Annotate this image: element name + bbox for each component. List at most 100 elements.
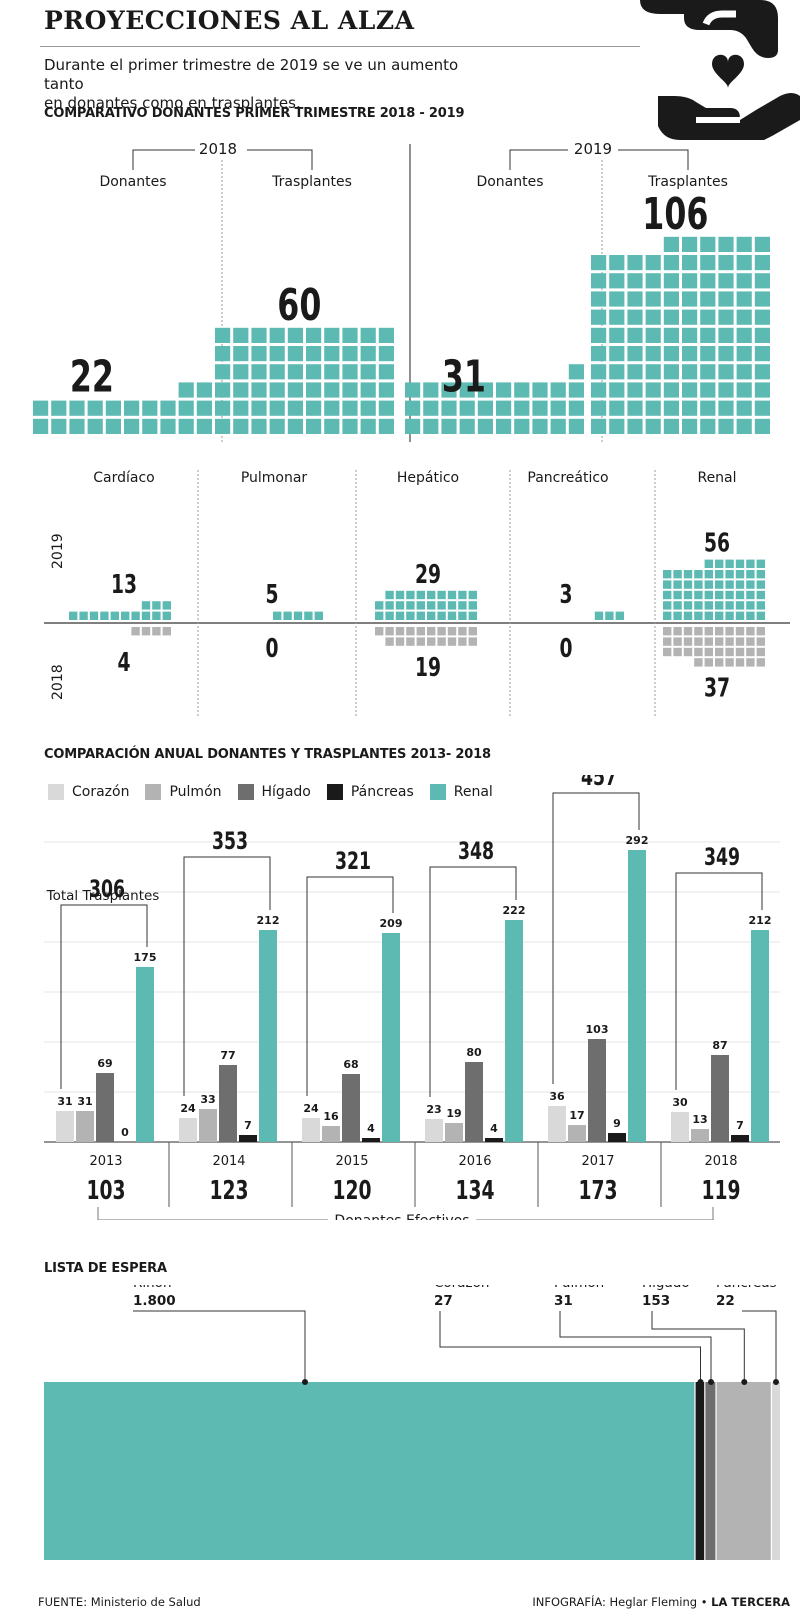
year-label-2019: 2019 bbox=[50, 533, 66, 569]
waffle-square bbox=[251, 364, 267, 380]
waffle-square bbox=[87, 418, 103, 434]
organ-square-2019 bbox=[293, 611, 303, 620]
organ-square-2019 bbox=[715, 559, 724, 568]
waffle-square bbox=[718, 400, 734, 416]
waffle-square bbox=[178, 418, 194, 434]
organ-square-2018 bbox=[141, 627, 151, 636]
organ-square-2018 bbox=[663, 647, 672, 657]
organ-value-2018-4: 37 bbox=[704, 674, 730, 704]
organ-square-2018 bbox=[437, 637, 446, 646]
waffle-square bbox=[215, 364, 231, 380]
bar-value-label: 30 bbox=[672, 1096, 688, 1109]
waiting-category-3: Hígado bbox=[642, 1285, 690, 1291]
waffle-square bbox=[645, 346, 661, 362]
subtitle-line-1: Durante el primer trimestre de 2019 se v… bbox=[44, 56, 459, 93]
waffle-square bbox=[496, 418, 512, 434]
waffle-square bbox=[178, 382, 194, 398]
bar-corazón-2017 bbox=[548, 1106, 566, 1142]
waffle-square bbox=[591, 418, 607, 434]
waffle-square bbox=[287, 364, 303, 380]
waffle-square bbox=[215, 346, 231, 362]
organ-square-2018 bbox=[725, 647, 734, 657]
organ-square-2019 bbox=[468, 590, 477, 600]
waffle-square bbox=[736, 273, 752, 289]
bar-value-label: 292 bbox=[626, 834, 649, 847]
organ-square-2019 bbox=[735, 590, 745, 600]
waffle-square bbox=[459, 418, 475, 434]
bar-value-label: 17 bbox=[569, 1109, 584, 1122]
waffle-square bbox=[269, 364, 285, 380]
organ-value-2018-2: 19 bbox=[415, 653, 441, 683]
organ-comparison-chart: Cardíaco 13 4 Pulmonar 5 0 Hepático 29 19 Pancreá… bbox=[44, 470, 790, 716]
total-trasplantes-label: Total Trasplantes bbox=[46, 888, 160, 904]
waffle-square bbox=[609, 400, 625, 416]
title-rule bbox=[40, 46, 640, 47]
waffle-square bbox=[568, 364, 584, 380]
waffle-square bbox=[477, 418, 493, 434]
organ-square-2018 bbox=[735, 637, 745, 646]
organ-square-2019 bbox=[437, 601, 446, 610]
waiting-category-0: Riñon bbox=[133, 1285, 172, 1291]
organ-square-2019 bbox=[416, 601, 425, 610]
annual-comparison-chart: 31 31690175306201310324337772123532014123… bbox=[44, 775, 780, 1220]
credit-label: INFOGRAFÍA: bbox=[532, 1595, 606, 1609]
waffle-square bbox=[736, 382, 752, 398]
section1-title: COMPARATIVO DONANTES PRIMER TRIMESTRE 20… bbox=[44, 106, 465, 121]
organ-square-2019 bbox=[427, 601, 436, 610]
organ-value-2019-2: 29 bbox=[415, 560, 441, 590]
organ-square-2018 bbox=[395, 637, 405, 646]
bar-pulmón-2016 bbox=[445, 1123, 463, 1142]
organ-square-2018 bbox=[683, 627, 693, 636]
waffle-square bbox=[682, 400, 698, 416]
waffle-square bbox=[736, 327, 752, 343]
waffle-square bbox=[233, 346, 249, 362]
organ-square-2019 bbox=[385, 611, 394, 620]
bar-hígado-2018 bbox=[711, 1055, 729, 1142]
waffle-square bbox=[627, 364, 643, 380]
waffle-square bbox=[378, 418, 394, 434]
organ-square-2018 bbox=[746, 627, 755, 636]
organ-square-2019 bbox=[704, 601, 713, 610]
total-value-2016: 348 bbox=[458, 837, 494, 865]
bar-hígado-2016 bbox=[465, 1062, 483, 1142]
organ-square-2018 bbox=[715, 637, 724, 646]
credit-value: Heglar Fleming • bbox=[605, 1595, 712, 1609]
waffle-square bbox=[269, 400, 285, 416]
organ-square-2018 bbox=[694, 658, 703, 667]
bar-hígado-2017 bbox=[588, 1039, 606, 1142]
bar-hígado-2013 bbox=[96, 1073, 114, 1142]
organ-square-2019 bbox=[89, 611, 99, 620]
organ-square-2019 bbox=[756, 559, 765, 568]
organ-square-2019 bbox=[715, 590, 724, 600]
bar-pulmón-2013 bbox=[76, 1111, 94, 1142]
waffle-square bbox=[627, 418, 643, 434]
waffle-square bbox=[496, 400, 512, 416]
organ-square-2019 bbox=[427, 611, 436, 620]
waffle-square bbox=[609, 327, 625, 343]
bar-value-label: 212 bbox=[749, 914, 772, 927]
total-value-2015: 321 bbox=[335, 847, 371, 875]
waffle-square bbox=[378, 400, 394, 416]
waffle-square bbox=[645, 291, 661, 307]
waffle-square bbox=[627, 346, 643, 362]
legend-swatch bbox=[429, 784, 446, 800]
organ-square-2019 bbox=[385, 590, 394, 600]
waffle-square bbox=[87, 400, 103, 416]
waffle-square bbox=[627, 291, 643, 307]
organ-square-2018 bbox=[416, 637, 425, 646]
organ-square-2019 bbox=[395, 601, 405, 610]
organ-square-2019 bbox=[704, 559, 713, 568]
organ-square-2019 bbox=[110, 611, 119, 620]
bar-renal-2015 bbox=[382, 933, 400, 1142]
waffle-square bbox=[532, 418, 548, 434]
legend-item-1: Pulmón bbox=[145, 784, 222, 800]
waffle-square bbox=[736, 236, 752, 252]
waffle-square bbox=[550, 382, 566, 398]
organ-square-2018 bbox=[756, 627, 765, 636]
waiting-value-0: 1.800 bbox=[133, 1293, 176, 1309]
organ-square-2019 bbox=[458, 611, 467, 620]
organ-square-2018 bbox=[447, 627, 457, 636]
waiting-leader-dot bbox=[302, 1379, 308, 1385]
waffle-square bbox=[124, 418, 140, 434]
organ-value-2018-1: 0 bbox=[265, 634, 278, 664]
